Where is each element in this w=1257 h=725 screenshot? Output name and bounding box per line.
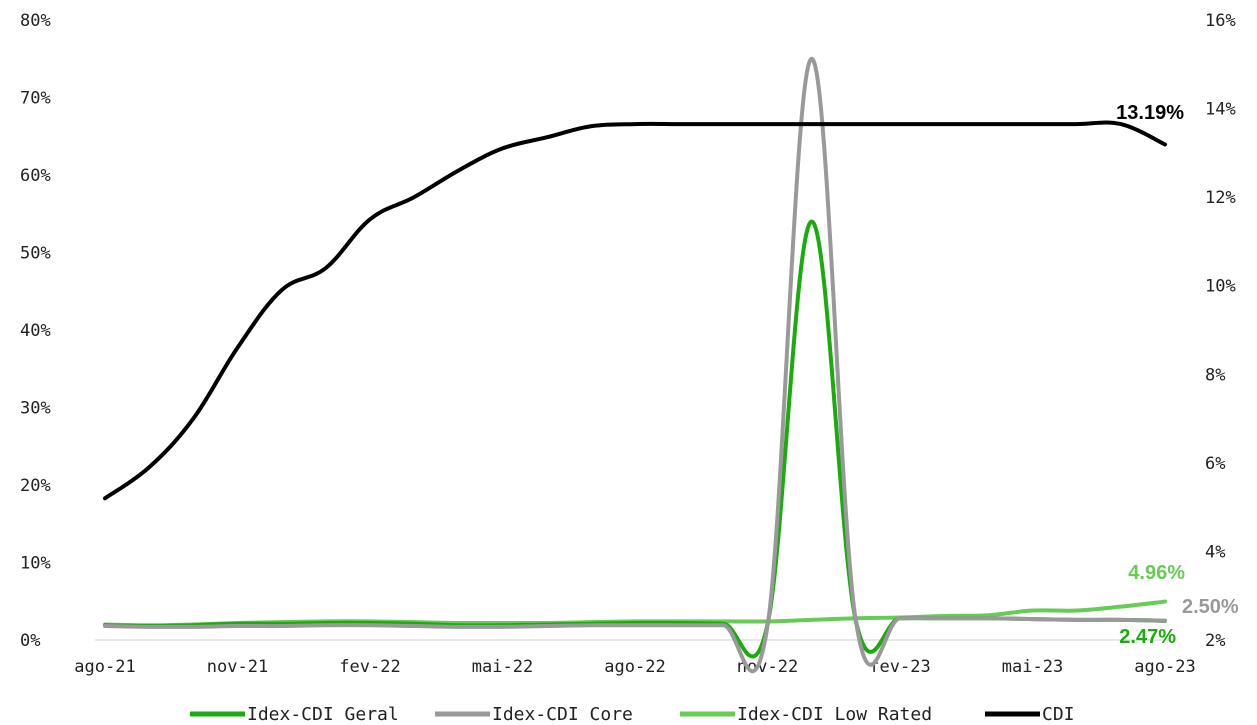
left-y-tick-label: 50%	[20, 244, 51, 264]
right-y-axis: 2% 4% 6% 8% 10% 12% 14% 16%	[1205, 11, 1236, 651]
legend-label: Idex-CDI Geral	[247, 704, 399, 725]
x-tick-label: ago-21	[74, 657, 135, 677]
legend-label: Idex-CDI Low Rated	[737, 704, 932, 725]
x-tick-label: ago-23	[1134, 657, 1195, 677]
series-layer	[103, 56, 1167, 674]
right-y-tick-label: 12%	[1205, 188, 1236, 208]
left-y-axis: 0% 10% 20% 30% 40% 50% 60% 70% 80%	[20, 11, 51, 651]
left-y-tick-label: 0%	[20, 631, 40, 651]
series-line-idex-cdi-geral	[103, 219, 1167, 659]
right-y-tick-label: 8%	[1205, 365, 1225, 385]
x-tick-label: mai-23	[1002, 657, 1063, 677]
end-labels: 13.19% 4.96% 2.50% 2.47%	[1116, 102, 1239, 648]
right-y-tick-label: 4%	[1205, 542, 1225, 562]
x-tick-label: fev-22	[339, 657, 400, 677]
left-y-tick-label: 40%	[20, 321, 51, 341]
end-value-label: 13.19%	[1116, 102, 1184, 124]
left-y-tick-label: 80%	[20, 11, 51, 31]
left-y-tick-label: 60%	[20, 166, 51, 186]
x-tick-label: nov-21	[207, 657, 268, 677]
left-y-tick-label: 10%	[20, 554, 51, 574]
right-y-tick-label: 2%	[1205, 631, 1225, 651]
series-line-cdi	[103, 120, 1167, 501]
end-value-label: 4.96%	[1128, 562, 1185, 584]
right-y-tick-label: 14%	[1205, 100, 1236, 120]
left-y-tick-label: 70%	[20, 89, 51, 109]
x-tick-label: ago-22	[604, 657, 665, 677]
legend-label: Idex-CDI Core	[492, 704, 633, 725]
right-y-tick-label: 10%	[1205, 277, 1236, 297]
left-y-tick-label: 20%	[20, 476, 51, 496]
right-y-tick-label: 6%	[1205, 454, 1225, 474]
end-value-label: 2.47%	[1119, 626, 1176, 648]
series-line-idex-cdi-core	[103, 56, 1167, 674]
x-axis: ago-21 nov-21 fev-22 mai-22 ago-22 nov-22 fev-…	[74, 639, 1196, 677]
legend: Idex-CDI Geral Idex-CDI Core Idex-CDI Low …	[190, 704, 1075, 725]
x-tick-label: fev-23	[869, 657, 930, 677]
right-y-tick-label: 16%	[1205, 11, 1236, 31]
x-tick-label: mai-22	[472, 657, 533, 677]
end-value-label: 2.50%	[1182, 596, 1239, 618]
legend-label: CDI	[1042, 704, 1075, 725]
left-y-tick-label: 30%	[20, 399, 51, 419]
